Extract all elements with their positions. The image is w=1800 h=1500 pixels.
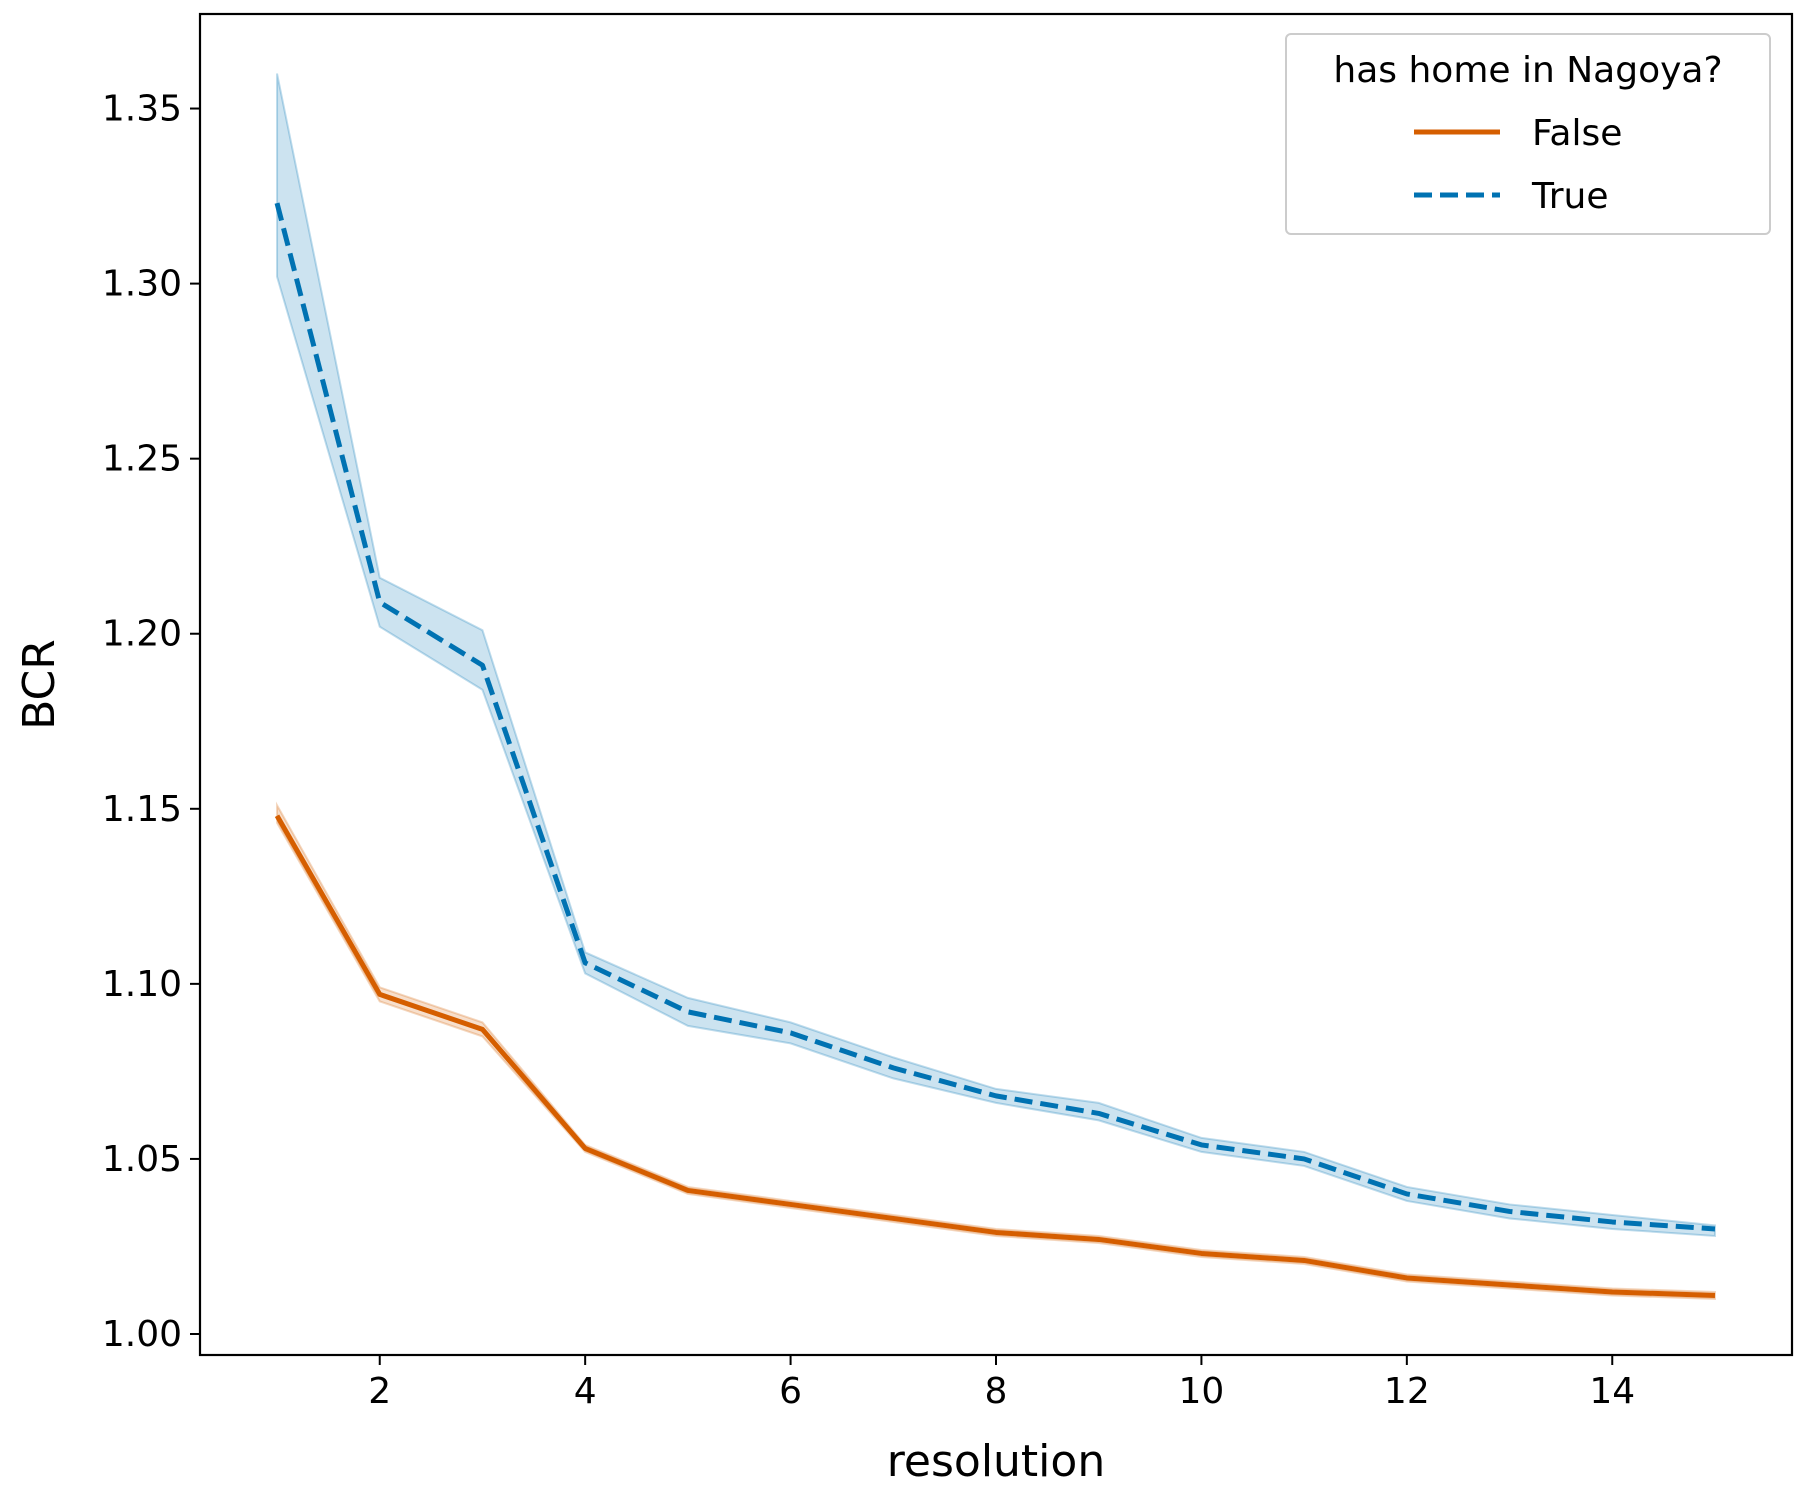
x-axis-title: resolution [887,1436,1105,1487]
y-tick-label: 1.05 [102,1139,182,1180]
x-tick-label: 4 [574,1371,597,1412]
y-axis-title: BCR [14,639,65,730]
legend-label-true: True [1531,176,1608,217]
y-tick-label: 1.30 [102,264,182,305]
x-tick-label: 6 [779,1371,802,1412]
y-tick-label: 1.35 [102,89,182,130]
y-tick-label: 1.25 [102,439,182,480]
legend-label-false: False [1532,113,1622,154]
legend-title: has home in Nagoya? [1333,50,1722,91]
x-tick-label: 8 [985,1371,1008,1412]
y-tick-label: 1.10 [102,964,182,1005]
legend: has home in Nagoya? False True [1286,34,1770,234]
y-tick-label: 1.15 [102,789,182,830]
x-tick-label: 12 [1384,1371,1430,1412]
x-tick-label: 10 [1179,1371,1225,1412]
x-tick-label: 14 [1589,1371,1635,1412]
y-tick-label: 1.00 [102,1314,182,1355]
x-tick-label: 2 [368,1371,391,1412]
y-tick-label: 1.20 [102,614,182,655]
